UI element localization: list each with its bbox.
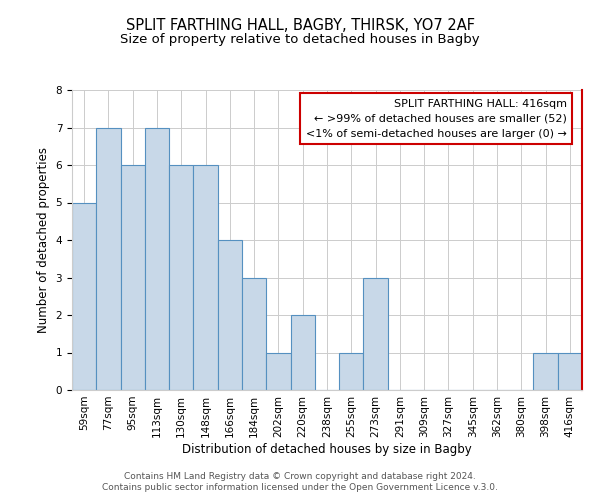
- Bar: [72, 202, 96, 390]
- Text: SPLIT FARTHING HALL, BAGBY, THIRSK, YO7 2AF: SPLIT FARTHING HALL, BAGBY, THIRSK, YO7 …: [125, 18, 475, 32]
- Bar: [145, 128, 169, 390]
- Bar: [290, 315, 315, 390]
- Bar: [218, 240, 242, 390]
- Y-axis label: Number of detached properties: Number of detached properties: [37, 147, 50, 333]
- Text: Size of property relative to detached houses in Bagby: Size of property relative to detached ho…: [120, 32, 480, 46]
- Bar: [96, 128, 121, 390]
- Bar: [242, 278, 266, 390]
- Bar: [266, 352, 290, 390]
- Text: Contains HM Land Registry data © Crown copyright and database right 2024.: Contains HM Land Registry data © Crown c…: [124, 472, 476, 481]
- Bar: [558, 352, 582, 390]
- Bar: [121, 165, 145, 390]
- Text: SPLIT FARTHING HALL: 416sqm
← >99% of detached houses are smaller (52)
<1% of se: SPLIT FARTHING HALL: 416sqm ← >99% of de…: [306, 99, 567, 138]
- Bar: [364, 278, 388, 390]
- Bar: [339, 352, 364, 390]
- Bar: [193, 165, 218, 390]
- Bar: [169, 165, 193, 390]
- Text: Contains public sector information licensed under the Open Government Licence v.: Contains public sector information licen…: [102, 484, 498, 492]
- X-axis label: Distribution of detached houses by size in Bagby: Distribution of detached houses by size …: [182, 442, 472, 456]
- Bar: [533, 352, 558, 390]
